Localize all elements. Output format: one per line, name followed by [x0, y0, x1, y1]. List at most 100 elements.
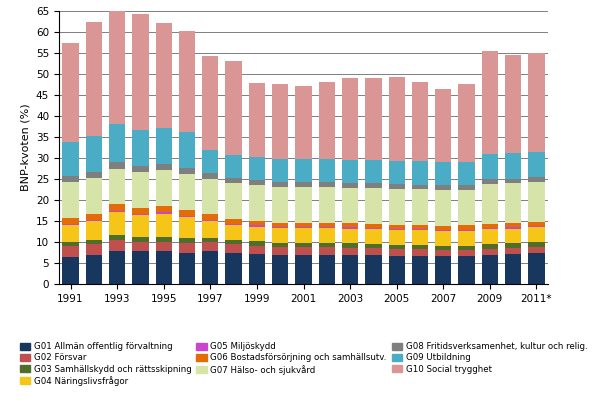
Bar — [179, 238, 195, 243]
Bar — [319, 183, 335, 187]
Bar — [458, 225, 475, 229]
Bar — [528, 247, 544, 253]
Bar — [225, 240, 242, 244]
Bar — [482, 244, 498, 249]
Bar — [202, 56, 219, 150]
Bar — [412, 185, 428, 189]
Bar — [202, 150, 219, 173]
Bar — [319, 243, 335, 247]
Bar — [132, 208, 149, 214]
Bar — [458, 229, 475, 231]
Bar — [155, 214, 172, 237]
Bar — [86, 22, 102, 136]
Bar — [249, 157, 265, 180]
Bar — [435, 257, 452, 284]
Bar — [109, 168, 125, 204]
Bar — [132, 172, 149, 208]
Bar — [109, 251, 125, 284]
Bar — [435, 226, 452, 230]
Bar — [249, 245, 265, 254]
Bar — [412, 229, 428, 230]
Bar — [132, 130, 149, 166]
Bar — [155, 206, 172, 212]
Bar — [63, 225, 79, 242]
Bar — [272, 187, 288, 223]
Bar — [179, 132, 195, 168]
Bar — [528, 227, 544, 242]
Bar — [435, 162, 452, 186]
Bar — [155, 170, 172, 206]
Bar — [505, 248, 521, 254]
Bar — [132, 215, 149, 237]
Bar — [109, 235, 125, 240]
Bar — [86, 255, 102, 284]
Bar — [319, 159, 335, 183]
Bar — [528, 242, 544, 247]
Bar — [202, 252, 219, 284]
Bar — [272, 227, 288, 228]
Bar — [412, 250, 428, 256]
Bar — [505, 55, 521, 153]
Bar — [225, 225, 242, 240]
Bar — [388, 230, 405, 245]
Bar — [86, 136, 102, 171]
Bar — [342, 160, 358, 183]
Bar — [296, 228, 311, 243]
Bar — [272, 183, 288, 187]
Bar — [342, 247, 358, 255]
Bar — [365, 184, 382, 188]
Bar — [155, 164, 172, 170]
Bar — [86, 240, 102, 244]
Bar — [342, 227, 358, 229]
Bar — [86, 220, 102, 221]
Bar — [155, 128, 172, 164]
Bar — [179, 216, 195, 217]
Bar — [435, 89, 452, 162]
Bar — [179, 174, 195, 210]
Bar — [388, 256, 405, 284]
Bar — [132, 14, 149, 130]
Bar — [109, 7, 125, 125]
Bar — [482, 51, 498, 154]
Bar — [319, 227, 335, 228]
Bar — [342, 188, 358, 223]
Bar — [528, 152, 544, 178]
Bar — [202, 173, 219, 179]
Bar — [528, 178, 544, 182]
Bar — [388, 77, 405, 161]
Bar — [435, 250, 452, 257]
Bar — [155, 252, 172, 284]
Bar — [482, 224, 498, 228]
Bar — [202, 221, 219, 238]
Bar — [296, 247, 311, 255]
Bar — [296, 86, 311, 159]
Bar — [365, 224, 382, 228]
Bar — [388, 184, 405, 189]
Bar — [482, 154, 498, 179]
Bar — [225, 253, 242, 284]
Y-axis label: BNP-kvoten (%): BNP-kvoten (%) — [21, 104, 30, 191]
Bar — [505, 227, 521, 229]
Bar — [249, 221, 265, 225]
Bar — [342, 78, 358, 160]
Bar — [365, 248, 382, 255]
Bar — [249, 241, 265, 245]
Bar — [249, 180, 265, 185]
Bar — [86, 244, 102, 255]
Bar — [319, 187, 335, 223]
Bar — [388, 224, 405, 229]
Bar — [458, 162, 475, 185]
Bar — [155, 237, 172, 242]
Bar — [505, 254, 521, 284]
Bar — [272, 255, 288, 284]
Bar — [412, 189, 428, 225]
Bar — [63, 242, 79, 246]
Bar — [412, 256, 428, 284]
Bar — [365, 255, 382, 284]
Bar — [202, 220, 219, 221]
Bar — [342, 223, 358, 227]
Bar — [388, 245, 405, 249]
Bar — [528, 253, 544, 284]
Bar — [412, 82, 428, 161]
Bar — [388, 161, 405, 184]
